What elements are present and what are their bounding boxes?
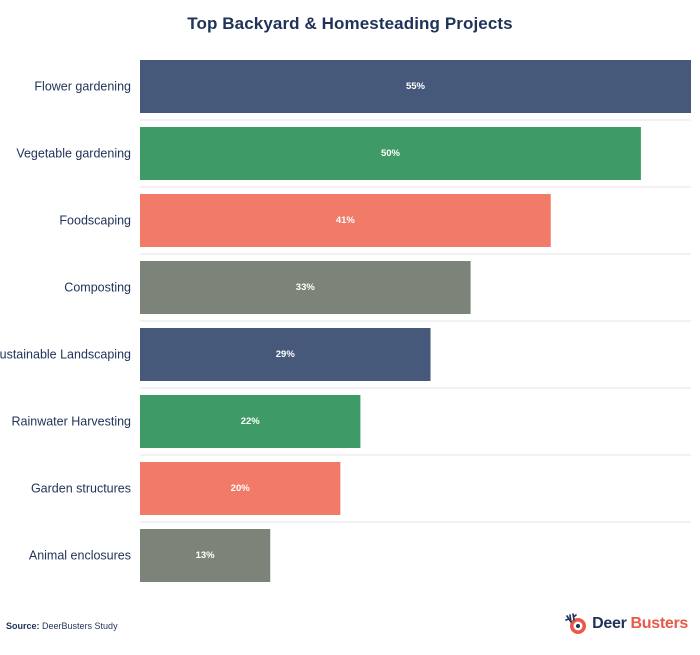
source-text: DeerBusters Study — [42, 621, 118, 631]
value-label: 41% — [336, 215, 356, 226]
value-label: 13% — [196, 550, 216, 561]
bar — [140, 529, 271, 582]
bar — [140, 127, 641, 180]
category-label: Foodscaping — [59, 214, 131, 228]
value-label: 22% — [241, 416, 261, 427]
brand-word-2: Busters — [630, 615, 689, 632]
value-label: 33% — [296, 282, 316, 293]
value-labels: 55% 50% 41% 33% 29% 22% 20% 13% — [196, 81, 426, 561]
bar — [140, 328, 431, 381]
value-label: 20% — [231, 483, 251, 494]
category-label: Garden structures — [31, 482, 131, 496]
row-separators — [140, 119, 691, 523]
bar-chart: Flower gardening Vegetable gardening Foods… — [0, 60, 691, 582]
category-label: Animal enclosures — [29, 549, 131, 563]
bar — [140, 261, 471, 314]
bar — [140, 60, 691, 113]
value-label: 55% — [406, 81, 426, 92]
category-label: Vegetable gardening — [16, 147, 131, 161]
source-label: Source: — [6, 621, 40, 631]
value-label: 50% — [381, 148, 401, 159]
category-label: Composting — [64, 281, 131, 295]
value-label: 29% — [276, 349, 296, 360]
deer-logo-icon — [565, 613, 587, 634]
chart-title: Top Backyard & Homesteading Projects — [187, 14, 513, 33]
bars-group — [140, 60, 691, 582]
category-label: Flower gardening — [34, 80, 131, 94]
category-label: Sustainable Landscaping — [0, 348, 131, 362]
source-note: Source: DeerBusters Study — [6, 621, 118, 631]
category-label: Rainwater Harvesting — [12, 415, 132, 429]
category-labels: Flower gardening Vegetable gardening Foods… — [0, 80, 131, 563]
bar — [140, 194, 551, 247]
bar — [140, 462, 341, 515]
bar — [140, 395, 361, 448]
brand-logo: Deer Busters — [565, 612, 688, 636]
brand-word-1: Deer — [592, 615, 627, 632]
